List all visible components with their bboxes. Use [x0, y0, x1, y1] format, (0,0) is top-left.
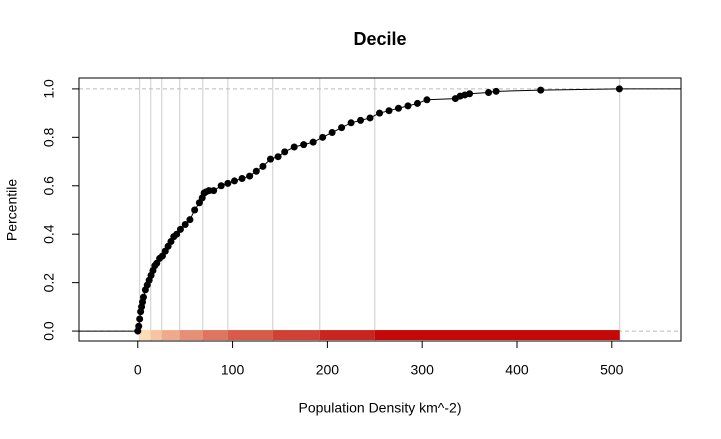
- x-tick-label: 300: [411, 362, 435, 378]
- ecdf-point: [210, 187, 218, 195]
- ecdf-point: [492, 87, 500, 95]
- y-tick-label: 0.8: [41, 127, 57, 147]
- x-tick-label: 400: [505, 362, 529, 378]
- ecdf-point: [404, 102, 412, 110]
- plot-frame: [78, 77, 682, 342]
- ecdf-point: [135, 322, 143, 330]
- class-bar: [161, 330, 180, 340]
- x-tick-label: 100: [221, 362, 245, 378]
- ecdf-point: [191, 206, 199, 214]
- y-tick-label: 0.4: [41, 224, 57, 244]
- ecdf-point: [319, 133, 327, 141]
- ecdf-point: [385, 107, 393, 115]
- ecdf-point: [537, 86, 545, 94]
- class-bar: [179, 330, 203, 340]
- chart-title: Decile: [353, 29, 406, 49]
- ecdf-point: [347, 119, 355, 127]
- x-tick-label: 0: [134, 362, 142, 378]
- x-tick-label: 500: [600, 362, 624, 378]
- ecdf-point: [274, 153, 282, 161]
- ecdf-point: [394, 104, 402, 112]
- ecdf-point: [290, 143, 298, 151]
- ecdf-point: [259, 162, 267, 170]
- ecdf-point: [252, 167, 260, 175]
- class-bar: [202, 330, 228, 340]
- ecdf-point: [230, 177, 238, 185]
- ecdf-point: [267, 155, 275, 163]
- ecdf-point: [139, 293, 147, 301]
- ecdf-point: [309, 138, 317, 146]
- ecdf-point: [366, 114, 374, 122]
- ecdf-line: [137, 88, 620, 332]
- y-tick-label: 0.0: [41, 321, 57, 341]
- class-bar: [319, 330, 375, 340]
- ecdf-point: [186, 216, 194, 224]
- class-bar: [272, 330, 320, 340]
- ecdf-point: [176, 225, 184, 233]
- y-tick-label: 1.0: [41, 79, 57, 99]
- ecdf-point: [136, 315, 144, 323]
- class-bar: [227, 330, 273, 340]
- ecdf-point: [338, 124, 346, 132]
- ecdf-point: [224, 179, 232, 187]
- ecdf-point: [485, 89, 493, 97]
- x-tick-label: 200: [316, 362, 340, 378]
- y-axis-label: Percentile: [4, 179, 20, 241]
- class-bar: [150, 330, 162, 340]
- y-tick-label: 0.2: [41, 273, 57, 293]
- ecdf-point: [173, 230, 181, 238]
- x-axis-label: Population Density km^-2): [299, 400, 462, 416]
- ecdf-point: [217, 182, 225, 190]
- ecdf-point: [246, 172, 254, 180]
- ecdf-point: [238, 175, 246, 183]
- class-bar: [374, 330, 620, 340]
- ecdf-point: [466, 90, 474, 98]
- ecdf-point: [281, 148, 289, 156]
- ecdf-point: [328, 128, 336, 136]
- ecdf-point: [413, 99, 421, 107]
- ecdf-point: [300, 141, 308, 149]
- ecdf-point: [357, 116, 365, 124]
- class-bar: [139, 330, 151, 340]
- ecdf-point: [423, 96, 431, 104]
- ecdf-point: [615, 85, 623, 93]
- ecdf-point: [181, 221, 189, 229]
- ecdf-point: [376, 109, 384, 117]
- y-tick-label: 0.6: [41, 176, 57, 196]
